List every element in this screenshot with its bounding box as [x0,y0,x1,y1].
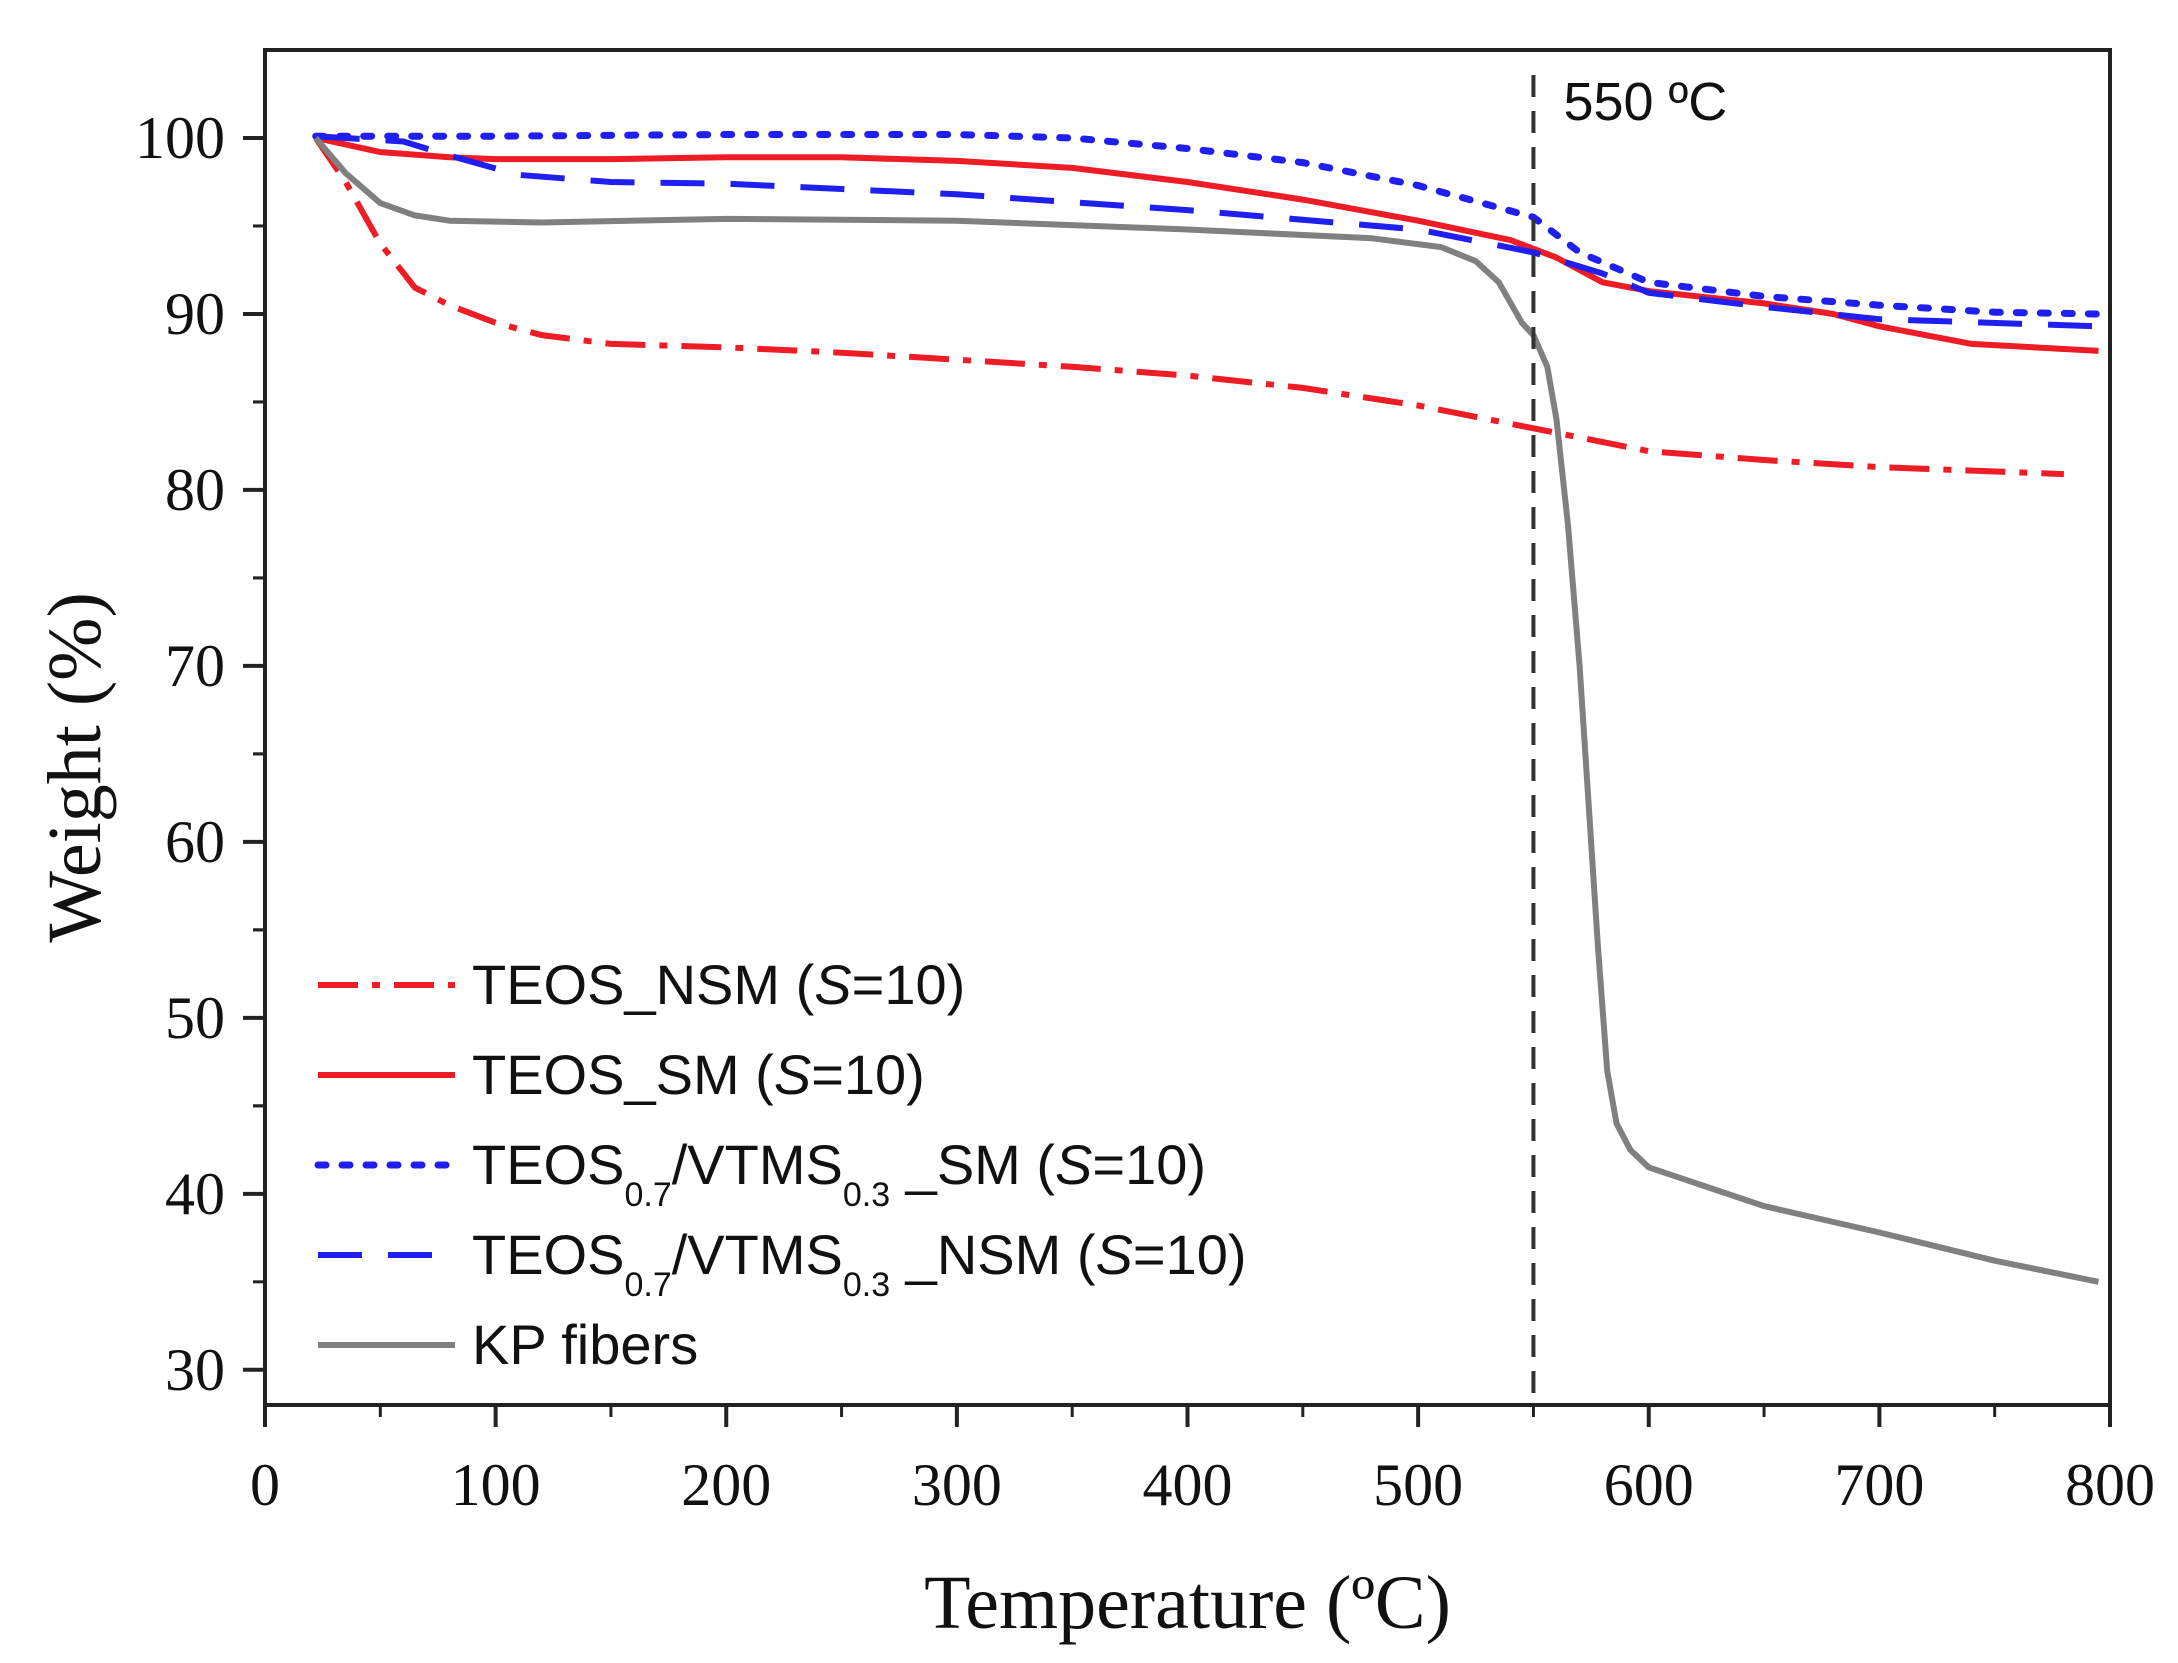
plot-frame [263,48,2112,1407]
y-tick-label: 60 [165,809,225,875]
y-tick-label: 30 [165,1337,225,1403]
x-axis-title: Temperature (ºC) [924,1561,1451,1645]
y-axis-title: Weight (%) [33,592,117,943]
x-tick-label: 800 [2065,1452,2155,1518]
series-line-1 [315,135,2099,354]
legend-label-2: TEOS0.7/VTMS0.3 _SM (S=10) [472,1133,1206,1214]
legend-label-0: TEOS_NSM (S=10) [472,953,965,1016]
series-layer [312,131,2102,1285]
y-tick-label: 80 [165,457,225,523]
y-tick-label: 90 [165,281,225,347]
y-tick-label: 70 [165,633,225,699]
y-tick-label: 100 [135,105,225,171]
x-tick-label: 700 [1834,1452,1924,1518]
x-tick-label: 0 [250,1452,280,1518]
ticks-layer: 0 100 200 300 400 500 600 700 800 30 40 50 60 70 80 90 1… [135,105,2155,1518]
series-line-0 [313,136,2065,478]
legend-label-1: TEOS_SM (S=10) [472,1043,925,1106]
x-tick-label: 600 [1604,1452,1694,1518]
legend-label-4: KP fibers [472,1313,698,1376]
x-tick-label: 100 [451,1452,541,1518]
y-tick-label: 50 [165,985,225,1051]
series-line-3 [315,133,2099,330]
annotation-label: 550 ºC [1563,72,1727,132]
series-line-4 [313,136,2100,1285]
x-tick-label: 500 [1373,1452,1463,1518]
x-tick-label: 400 [1143,1452,1233,1518]
x-tick-label: 200 [681,1452,771,1518]
legend: TEOS_NSM (S=10) TEOS_SM (S=10) TEOS0.7/VTM… [314,953,1246,1376]
legend-label-3: TEOS0.7/VTMS0.3 _NSM (S=10) [472,1223,1246,1304]
y-tick-label: 40 [165,1161,225,1227]
annotation-layer: 550 ºC [1531,72,1727,1405]
series-line-2 [312,131,2102,318]
x-tick-label: 300 [912,1452,1002,1518]
